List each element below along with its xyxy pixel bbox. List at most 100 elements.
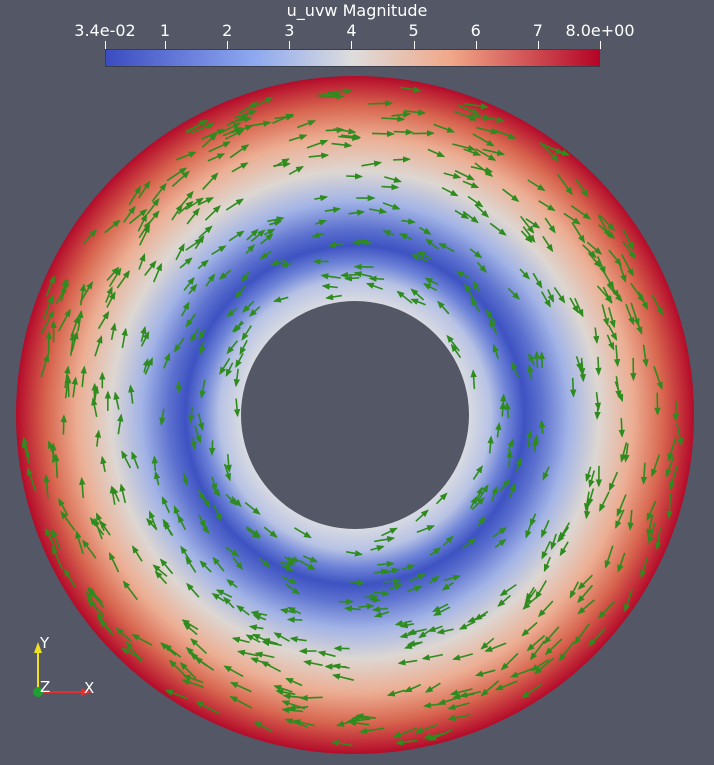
velocity-arrow: [654, 527, 662, 551]
velocity-arrow: [288, 134, 308, 142]
velocity-arrow: [416, 525, 436, 534]
velocity-arrow: [185, 119, 209, 133]
velocity-arrow: [128, 384, 135, 404]
velocity-arrow: [617, 552, 626, 573]
velocity-arrow: [211, 245, 227, 256]
velocity-arrow: [604, 545, 614, 569]
velocity-arrow: [106, 291, 116, 308]
velocity-arrow: [183, 276, 195, 291]
velocity-arrow: [234, 320, 243, 333]
velocity-arrow: [469, 248, 483, 259]
velocity-arrow: [108, 267, 122, 287]
velocity-arrow: [82, 229, 97, 245]
velocity-arrow: [646, 500, 657, 522]
velocity-arrow: [190, 638, 208, 654]
velocity-arrow: [163, 352, 171, 369]
velocity-arrow: [82, 539, 97, 559]
velocity-arrow: [248, 624, 264, 631]
velocity-arrow: [577, 599, 595, 615]
velocity-arrow: [128, 185, 142, 206]
velocity-arrow: [321, 283, 338, 290]
velocity-arrow: [521, 683, 543, 699]
velocity-arrow: [447, 702, 470, 711]
velocity-arrow: [506, 449, 513, 468]
colorbar-tick-label: 4: [346, 21, 357, 40]
velocity-arrow: [666, 492, 673, 519]
velocity-arrow: [533, 350, 541, 368]
velocity-arrow: [667, 437, 677, 462]
velocity-arrow: [595, 356, 602, 376]
velocity-arrow: [625, 304, 635, 326]
velocity-arrow: [302, 555, 319, 563]
velocity-arrow: [179, 190, 194, 208]
velocity-arrow: [159, 558, 174, 575]
velocity-arrow: [163, 643, 182, 658]
velocity-arrow: [469, 496, 477, 509]
velocity-arrow: [527, 364, 534, 381]
velocity-arrow: [368, 207, 388, 215]
velocity-arrow: [182, 472, 189, 487]
velocity-arrow: [450, 343, 462, 359]
velocity-arrow: [587, 488, 595, 507]
colorbar-tick-label: 3.4e-02: [74, 21, 136, 40]
velocity-arrow: [435, 492, 448, 505]
colorbar-tick-label: 3: [284, 21, 295, 40]
velocity-arrow: [382, 202, 401, 210]
velocity-arrow: [597, 600, 615, 619]
velocity-arrow: [272, 296, 289, 303]
velocity-arrow: [297, 120, 317, 129]
velocity-arrow: [480, 637, 495, 650]
velocity-arrow: [200, 521, 210, 535]
velocity-arrow: [162, 518, 173, 536]
velocity-arrow: [550, 533, 557, 551]
velocity-arrow: [624, 589, 633, 613]
velocity-arrow: [582, 244, 597, 259]
velocity-arrow: [43, 294, 54, 319]
velocity-arrow: [210, 476, 218, 492]
velocity-arrow: [348, 209, 365, 216]
velocity-arrow: [151, 455, 159, 471]
velocity-arrow: [22, 436, 30, 458]
velocity-arrow: [543, 626, 560, 645]
velocity-arrow: [292, 719, 315, 727]
velocity-arrow: [526, 429, 533, 448]
velocity-arrow: [324, 206, 342, 214]
velocity-arrow: [463, 148, 482, 156]
velocity-arrow: [575, 356, 582, 372]
velocity-arrow: [457, 104, 481, 115]
velocity-arrow: [597, 224, 616, 239]
velocity-arrow: [382, 230, 395, 237]
velocity-arrow: [140, 325, 147, 342]
velocity-arrow: [242, 300, 255, 313]
velocity-arrow: [212, 556, 225, 572]
velocity-arrow: [381, 115, 406, 123]
velocity-arrow: [121, 327, 128, 349]
velocity-arrow: [144, 260, 157, 276]
velocity-arrow: [113, 391, 120, 410]
velocity-arrow: [396, 290, 413, 304]
velocity-arrow: [175, 243, 185, 261]
velocity-arrow: [470, 165, 494, 174]
velocity-arrow: [57, 308, 71, 332]
velocity-arrow: [194, 234, 205, 250]
velocity-arrow: [198, 328, 207, 341]
velocity-arrow: [281, 576, 298, 584]
velocity-arrow: [522, 226, 536, 243]
colorbar-tick-mark: [476, 41, 477, 49]
velocity-arrow: [577, 574, 593, 590]
velocity-arrow: [377, 560, 395, 568]
velocity-arrow: [525, 218, 541, 229]
velocity-arrow: [259, 250, 272, 260]
velocity-arrow: [117, 413, 124, 435]
velocity-arrow: [452, 143, 476, 152]
velocity-arrow: [598, 214, 616, 231]
velocity-arrow: [211, 593, 225, 602]
velocity-arrow: [239, 340, 248, 356]
velocity-arrow: [41, 309, 55, 334]
axis-x-label: X: [84, 679, 95, 697]
velocity-arrow: [348, 719, 370, 727]
velocity-arrow: [494, 680, 518, 691]
velocity-arrow: [219, 357, 231, 375]
velocity-arrow: [223, 665, 244, 678]
